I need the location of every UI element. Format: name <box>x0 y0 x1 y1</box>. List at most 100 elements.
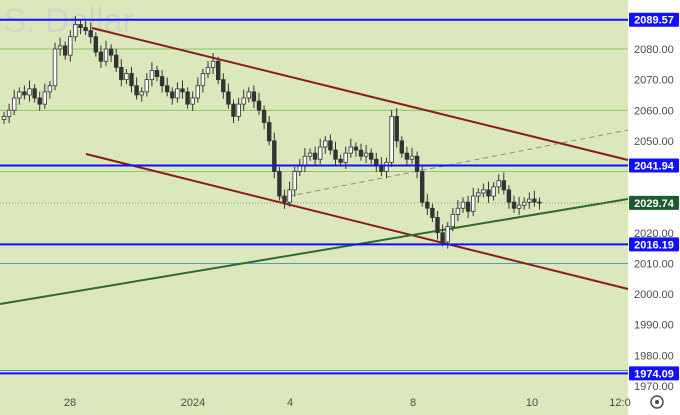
candle <box>159 70 165 93</box>
candle <box>455 199 461 222</box>
candle-body <box>241 97 246 105</box>
candle <box>256 92 262 115</box>
channel-lower-line <box>85 153 629 290</box>
price-tag-box <box>629 158 679 173</box>
candle-body <box>277 171 282 197</box>
candle-body <box>496 180 501 188</box>
candle-body <box>73 24 78 38</box>
candle-body <box>52 48 58 87</box>
price-tick-label: 2010.00 <box>634 258 674 270</box>
price-tick-label: 2050.00 <box>634 136 674 148</box>
candle <box>236 97 241 121</box>
price-tag-label: 2029.74 <box>634 198 675 210</box>
candle-body <box>129 73 134 87</box>
candle-body <box>1 115 7 120</box>
candle <box>149 62 155 87</box>
candle-body <box>17 91 22 99</box>
candle-body <box>22 91 27 96</box>
candle-body <box>175 88 180 99</box>
candle <box>430 203 435 223</box>
candle <box>527 192 532 209</box>
candle-body <box>47 85 53 93</box>
price-tick-label: 2080.00 <box>634 44 674 56</box>
candle <box>93 32 98 57</box>
candle <box>63 41 68 60</box>
candle <box>88 22 93 44</box>
candle <box>435 211 440 240</box>
candle-body <box>394 115 399 142</box>
candle <box>363 144 369 163</box>
candle-body <box>78 24 83 28</box>
price-tick-label: 1990.00 <box>634 320 674 332</box>
level-tag-2: 2016.19 <box>629 237 679 252</box>
candle <box>501 172 506 195</box>
candle-body <box>205 66 211 74</box>
candle-body <box>302 155 308 166</box>
candle <box>476 188 481 203</box>
candle <box>481 183 486 198</box>
candle-body <box>414 155 420 172</box>
candle-body <box>328 140 333 151</box>
candle <box>409 147 415 164</box>
candle <box>404 146 410 166</box>
candle-body <box>384 161 389 172</box>
candle-body <box>42 91 47 105</box>
candle-body <box>200 73 206 87</box>
candle <box>154 65 160 82</box>
candle-body <box>154 70 160 77</box>
candle <box>522 197 527 210</box>
support-trend-line <box>0 198 629 305</box>
candle-body <box>37 97 42 105</box>
level-tag-0: 2089.57 <box>629 12 679 27</box>
price-tick-label: 2070.00 <box>634 75 674 87</box>
candle <box>170 87 175 105</box>
candle-body <box>124 73 129 81</box>
candle <box>317 138 323 164</box>
candle-body <box>323 140 328 148</box>
candle-body <box>460 201 466 209</box>
candle-body <box>465 201 471 212</box>
candle <box>460 197 466 213</box>
candle <box>52 42 58 91</box>
candle-body <box>389 115 394 163</box>
settings-gear-icon[interactable] <box>650 395 664 409</box>
candle-body <box>435 217 440 234</box>
candle-body <box>358 149 364 157</box>
candle <box>251 85 257 108</box>
candle <box>231 99 236 124</box>
level-tag-1: 2041.94 <box>629 158 679 173</box>
time-tick-label: 28 <box>64 397 76 409</box>
candle-body <box>455 207 461 215</box>
candle-body <box>159 76 165 87</box>
candle <box>6 103 12 124</box>
candle-body <box>506 189 512 203</box>
candle-body <box>399 140 404 154</box>
candle-body <box>108 48 114 56</box>
level-tag-3: 1974.09 <box>629 366 679 381</box>
time-tick-label: 12:0 <box>609 397 630 409</box>
candle <box>537 197 542 210</box>
price-tag-label: 1974.09 <box>634 368 674 380</box>
candle <box>348 138 353 158</box>
candle-body <box>491 186 496 197</box>
candle-body <box>266 122 272 142</box>
candle-body <box>501 180 506 191</box>
candle-body <box>272 140 277 172</box>
candle <box>78 19 83 35</box>
trend-lines <box>0 27 629 305</box>
candle <box>425 193 430 215</box>
candle-body <box>409 155 415 160</box>
candle-body <box>537 201 542 204</box>
candle <box>175 82 180 103</box>
last-price-tag: 2029.74 <box>629 195 679 210</box>
price-tag-label: 2041.94 <box>634 161 675 173</box>
candle-body <box>287 189 292 203</box>
candle <box>11 89 17 115</box>
time-axis-ticks: 28 2024 4 8 10 12:0 <box>64 397 631 409</box>
candle-body <box>195 85 200 99</box>
price-tag-box <box>629 12 679 27</box>
candle <box>205 60 211 79</box>
candle-body <box>374 158 379 166</box>
candle-body <box>445 226 450 243</box>
